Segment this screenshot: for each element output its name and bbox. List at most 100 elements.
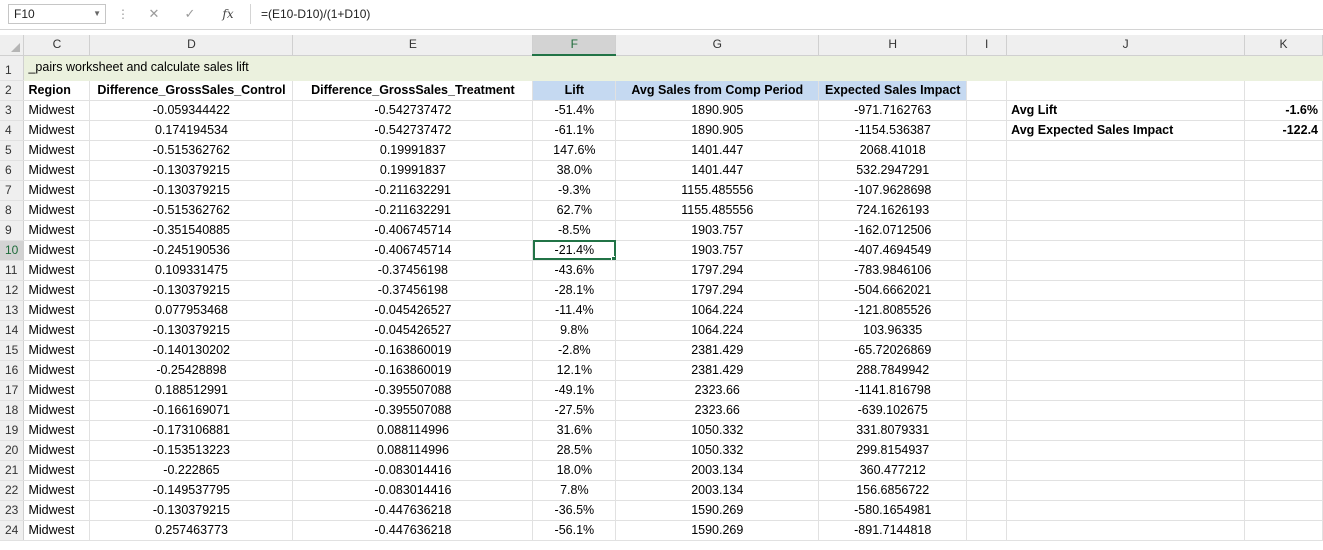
diff-treatment-cell[interactable]: -0.045426527 [292,320,534,341]
lift-cell[interactable]: -36.5% [532,500,617,521]
region-cell[interactable]: Midwest [23,440,91,461]
region-cell[interactable]: Midwest [23,180,91,201]
expected-impact-cell[interactable]: 331.8079331 [818,420,968,441]
region-cell[interactable]: Midwest [23,100,91,121]
diff-treatment-cell[interactable]: 0.088114996 [292,420,534,441]
expected-impact-cell[interactable]: -407.4694549 [818,240,968,261]
avg-sales-cell[interactable]: 1890.905 [615,120,820,141]
cell[interactable] [1006,480,1245,501]
region-cell[interactable]: Midwest [23,400,91,421]
lift-cell[interactable]: 12.1% [532,360,617,381]
diff-treatment-cell[interactable]: 0.088114996 [292,440,534,461]
row-header[interactable]: 14 [0,320,25,341]
cell[interactable] [1244,200,1323,221]
diff-treatment-cell[interactable]: -0.542737472 [292,120,534,141]
avg-sales-cell[interactable]: 1155.485556 [615,200,820,221]
avg-sales-cell[interactable]: 1903.757 [615,240,820,261]
column-header-k[interactable]: K [1244,35,1323,56]
avg-sales-cell[interactable]: 1050.332 [615,420,820,441]
expected-impact-cell[interactable]: -783.9846106 [818,260,968,281]
cell[interactable] [966,160,1008,181]
expected-impact-cell[interactable]: 103.96335 [818,320,968,341]
avg-lift-label[interactable]: Avg Lift [1006,100,1245,121]
cell[interactable] [1244,160,1323,181]
avg-sales-cell[interactable]: 1155.485556 [615,180,820,201]
diff-control-cell[interactable]: -0.130379215 [89,500,294,521]
header-diff-control[interactable]: Difference_GrossSales_Control [89,80,294,101]
cell[interactable] [1244,320,1323,341]
column-header-i[interactable]: I [966,35,1008,56]
diff-control-cell[interactable]: -0.130379215 [89,320,294,341]
cell[interactable] [1244,460,1323,481]
region-cell[interactable]: Midwest [23,120,91,141]
diff-control-cell[interactable]: -0.351540885 [89,220,294,241]
expected-impact-cell[interactable]: -639.102675 [818,400,968,421]
avg-sales-cell[interactable]: 1797.294 [615,280,820,301]
cell[interactable] [1006,240,1245,261]
cell[interactable] [1244,480,1323,501]
avg-sales-cell[interactable]: 2381.429 [615,340,820,361]
region-cell[interactable]: Midwest [23,200,91,221]
diff-treatment-cell[interactable]: -0.406745714 [292,220,534,241]
cell[interactable] [966,220,1008,241]
diff-treatment-cell[interactable]: -0.395507088 [292,400,534,421]
diff-control-cell[interactable]: 0.257463773 [89,520,294,541]
row-header[interactable]: 12 [0,280,25,301]
cell[interactable] [966,320,1008,341]
cell[interactable] [966,280,1008,301]
avg-sales-cell[interactable]: 2003.134 [615,480,820,501]
diff-treatment-cell[interactable]: 0.19991837 [292,140,534,161]
cell[interactable] [966,340,1008,361]
cell[interactable] [1244,360,1323,381]
diff-control-cell[interactable]: -0.222865 [89,460,294,481]
row-header[interactable]: 23 [0,500,25,521]
avg-impact-value[interactable]: -122.4 [1244,120,1323,141]
diff-treatment-cell[interactable]: -0.211632291 [292,180,534,201]
cell[interactable] [1244,380,1323,401]
cell[interactable] [966,380,1008,401]
row-header[interactable]: 19 [0,420,25,441]
cell[interactable] [1006,300,1245,321]
region-cell[interactable]: Midwest [23,320,91,341]
formula-input[interactable]: =(E10-D10)/(1+D10) [250,4,1323,24]
avg-sales-cell[interactable]: 1064.224 [615,300,820,321]
region-cell[interactable]: Midwest [23,160,91,181]
cell[interactable] [1006,380,1245,401]
avg-sales-cell[interactable]: 1903.757 [615,220,820,241]
cell[interactable] [966,360,1008,381]
diff-control-cell[interactable]: -0.153513223 [89,440,294,461]
diff-treatment-cell[interactable]: -0.083014416 [292,480,534,501]
diff-control-cell[interactable]: -0.515362762 [89,140,294,161]
lift-cell[interactable]: -43.6% [532,260,617,281]
region-cell[interactable]: Midwest [23,340,91,361]
cell[interactable] [1006,260,1245,281]
row-header[interactable]: 4 [0,120,25,141]
row-header[interactable]: 13 [0,300,25,321]
diff-treatment-cell[interactable]: -0.542737472 [292,100,534,121]
avg-sales-cell[interactable]: 1590.269 [615,520,820,541]
diff-treatment-cell[interactable]: -0.447636218 [292,520,534,541]
expected-impact-cell[interactable]: 299.8154937 [818,440,968,461]
region-cell[interactable]: Midwest [23,460,91,481]
diff-treatment-cell[interactable]: -0.406745714 [292,240,534,261]
diff-treatment-cell[interactable]: -0.163860019 [292,340,534,361]
cell[interactable] [966,480,1008,501]
region-cell[interactable]: Midwest [23,380,91,401]
cell[interactable] [1244,80,1323,101]
active-cell-f10[interactable]: -21.4% [532,240,617,261]
row-header[interactable]: 22 [0,480,25,501]
cell[interactable] [966,240,1008,261]
expected-impact-cell[interactable]: -1141.816798 [818,380,968,401]
cancel-icon[interactable]: ✕ [148,6,160,21]
lift-cell[interactable]: 147.6% [532,140,617,161]
diff-control-cell[interactable]: -0.245190536 [89,240,294,261]
lift-cell[interactable]: 38.0% [532,160,617,181]
diff-control-cell[interactable]: -0.130379215 [89,280,294,301]
column-header-j[interactable]: J [1006,35,1245,56]
cell[interactable] [1244,400,1323,421]
diff-control-cell[interactable]: -0.059344422 [89,100,294,121]
cell[interactable] [1244,280,1323,301]
lift-cell[interactable]: -56.1% [532,520,617,541]
row-header[interactable]: 7 [0,180,25,201]
lift-cell[interactable]: 62.7% [532,200,617,221]
